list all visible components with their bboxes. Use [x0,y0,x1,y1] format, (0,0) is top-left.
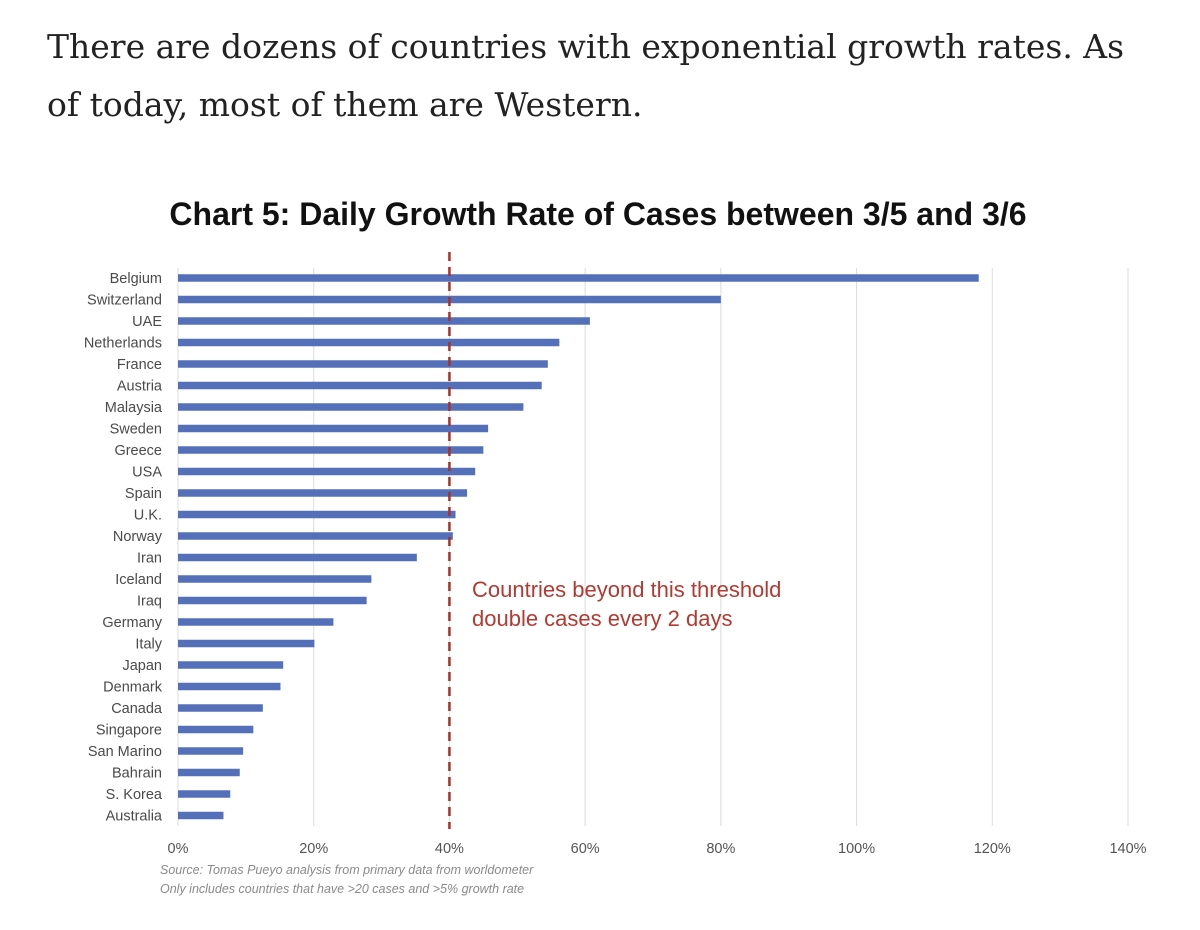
category-label: Austria [117,379,163,395]
bar [178,424,489,433]
category-label: USA [132,465,162,481]
category-label: Sweden [110,422,162,438]
bar [178,467,476,476]
category-label: Australia [106,809,163,825]
bar [178,553,417,562]
category-label: U.K. [134,508,162,524]
category-label: Singapore [96,723,162,739]
intro-paragraph: There are dozens of countries with expon… [47,27,1125,124]
category-label: Germany [102,615,162,631]
category-label: Iran [137,551,162,567]
bar [178,274,979,282]
chart-source-note: Source: Tomas Pueyo analysis from primar… [160,861,533,899]
bar [178,768,240,777]
category-label: Canada [111,701,163,717]
category-label: Belgium [110,271,162,287]
threshold-annotation: double cases every 2 days [472,606,733,631]
threshold: Countries beyond this threshold double ca… [448,252,781,829]
category-label: S. Korea [106,787,163,803]
bar [178,596,367,605]
threshold-annotation: Countries beyond this threshold [472,577,781,602]
category-label: Spain [125,486,162,502]
category-label: Netherlands [84,336,162,352]
category-label: Malaysia [105,400,163,416]
bar [178,317,590,325]
bar [178,618,334,626]
bar [178,704,263,712]
category-label: Iceland [115,572,162,588]
category-label: Bahrain [112,766,162,782]
bar [178,639,315,648]
chart-title: Chart 5: Daily Growth Rate of Cases betw… [169,196,1027,232]
bar [178,661,284,669]
category-label: Denmark [103,680,163,696]
source-line: Source: Tomas Pueyo analysis from primar… [160,863,534,877]
bar [178,489,468,497]
category-labels: Belgium Switzerland UAE Netherlands France Au… [84,271,163,825]
category-label: Greece [114,443,162,459]
gridlines [177,268,1129,826]
category-label: Switzerland [87,293,162,309]
bar [178,682,281,691]
category-label: Iraq [137,594,162,610]
bar [178,446,484,454]
x-tick-label: 140% [1109,841,1146,857]
bar [178,747,244,755]
bar [178,381,542,390]
bar [178,575,372,583]
category-label: San Marino [88,744,162,760]
x-tick-label: 40% [435,841,464,857]
x-tick-label: 0% [168,841,189,857]
x-tick-label: 80% [706,841,735,857]
bar [178,360,548,368]
category-label: UAE [132,314,162,330]
x-axis-ticks: 0% 20% 40% 60% 80% 100% 120% 140% [168,841,1147,857]
bar [178,532,453,540]
bar [178,790,231,798]
category-label: Italy [135,637,162,653]
bar [178,403,524,411]
x-tick-label: 60% [571,841,600,857]
category-label: Japan [122,658,162,674]
bars [178,274,979,820]
bar [178,338,560,347]
bar [178,510,456,519]
x-tick-label: 20% [299,841,328,857]
category-label: France [117,357,162,373]
bar [178,811,224,820]
x-tick-label: 120% [974,841,1011,857]
category-label: Norway [113,529,163,545]
bar [178,725,254,734]
source-line: Only includes countries that have >20 ca… [160,882,525,896]
x-tick-label: 100% [838,841,875,857]
